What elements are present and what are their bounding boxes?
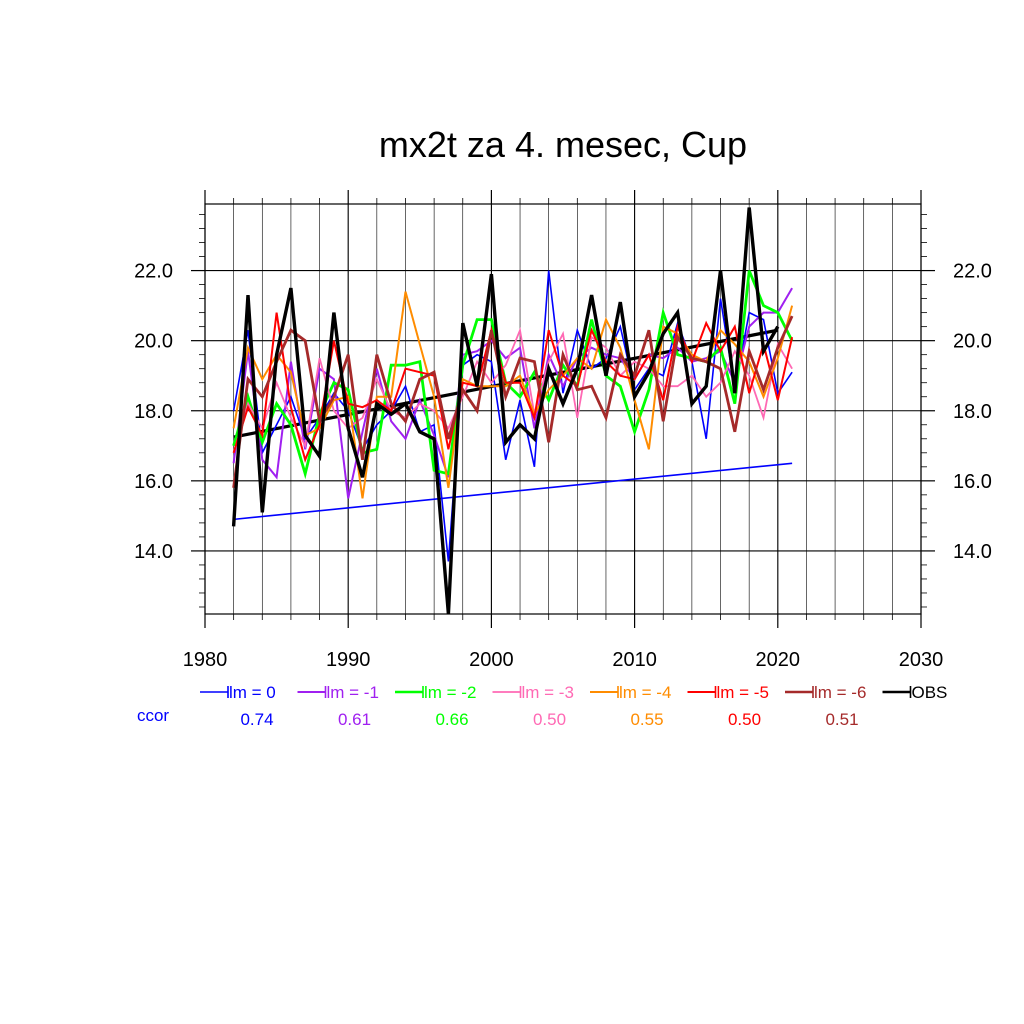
legend-label: lm = -4 [619,683,671,702]
ccor-value: 0.51 [825,710,858,729]
legend-label: lm = -2 [424,683,476,702]
series-line-6 [232,315,794,488]
y-tick-label-right: 14.0 [953,541,992,563]
ccor-value: 0.50 [533,710,566,729]
series-lines [231,207,794,615]
y-tick-label-left: 22.0 [134,261,173,283]
trend-line-0 [233,462,793,521]
x-tick-label: 2000 [469,649,514,671]
y-tick-label-left: 14.0 [134,541,173,563]
x-tick-label: 2030 [899,649,944,671]
series-line-7 [231,207,780,615]
x-tick-label: 2020 [756,649,801,671]
chart-title: mx2t za 4. mesec, Cup [379,124,747,165]
x-tick-label: 1990 [326,649,371,671]
y-tick-label-right: 20.0 [953,331,992,353]
y-tick-label-left: 20.0 [134,331,173,353]
x-tick-label: 1980 [183,649,228,671]
ccor-value: 0.61 [338,710,371,729]
plot-frame [204,203,922,615]
ccor-value: 0.66 [435,710,468,729]
legend-label: lm = -6 [814,683,866,702]
y-tick-label-right: 18.0 [953,401,992,423]
legend-label: lm = -5 [717,683,769,702]
ccor-value: 0.50 [728,710,761,729]
legend-label: lm = 0 [229,683,276,702]
series-line-1 [232,287,793,499]
legend-label: OBS [912,683,948,702]
legend-label: lm = -1 [327,683,379,702]
series-line-0 [232,270,793,562]
axes: 1980 1990 2000 2010 2020 2030 14.0 14.0 16.0 16.0… [134,190,992,671]
x-tick-label: 2010 [612,649,657,671]
legend: lm = 0 0.74 lm = -1 0.61 lm = -2 0.66 lm = -3 0… [137,683,947,729]
y-tick-label-left: 18.0 [134,401,173,423]
legend-label: lm = -3 [522,683,574,702]
ccor-value: 0.55 [630,710,663,729]
y-tick-label-left: 16.0 [134,471,173,493]
y-tick-label-right: 16.0 [953,471,992,493]
ccor-label: ccor [137,706,169,725]
ccor-value: 0.74 [240,710,273,729]
y-tick-label-right: 22.0 [953,261,992,283]
